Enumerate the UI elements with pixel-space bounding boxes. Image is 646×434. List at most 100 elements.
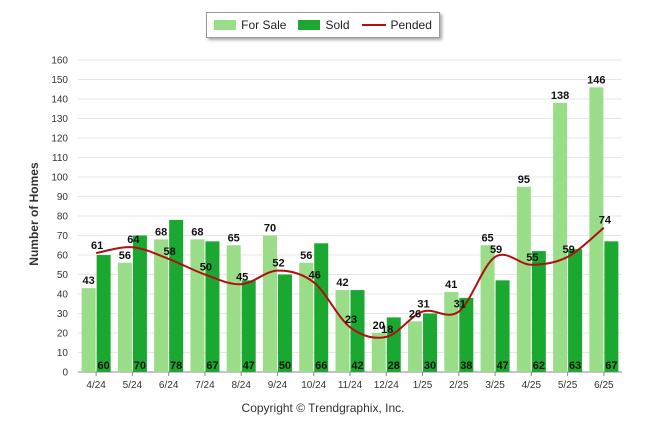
y-tick-label: 30	[57, 309, 69, 320]
data-label-sold: 60	[98, 360, 110, 372]
data-label-for-sale: 41	[445, 279, 457, 291]
data-label-sold: 70	[134, 360, 146, 372]
data-label-sold: 28	[388, 360, 400, 372]
bar-for-sale	[299, 262, 314, 372]
bar-sold	[604, 241, 619, 372]
data-label-for-sale: 43	[83, 275, 95, 287]
bar-for-sale	[190, 239, 205, 372]
bar-for-sale	[553, 102, 568, 373]
y-tick-label: 160	[51, 56, 68, 67]
data-label-sold: 62	[533, 360, 545, 372]
y-tick-label: 120	[51, 134, 68, 145]
data-label-pended: 74	[599, 215, 612, 227]
x-tick-label: 12/24	[374, 380, 399, 391]
bar-for-sale	[81, 288, 96, 372]
bar-sold	[205, 241, 220, 372]
bar-sold	[277, 274, 292, 372]
data-label-sold: 38	[460, 360, 472, 372]
bar-for-sale	[117, 262, 132, 372]
data-label-sold: 66	[315, 360, 327, 372]
bar-sold	[169, 219, 184, 372]
data-label-for-sale: 68	[155, 226, 167, 238]
data-label-for-sale: 146	[587, 74, 605, 86]
data-label-for-sale: 70	[264, 223, 276, 235]
y-tick-label: 10	[57, 348, 69, 359]
data-label-for-sale: 42	[336, 277, 348, 289]
bar-for-sale	[371, 333, 386, 372]
bar-for-sale	[226, 245, 241, 372]
x-tick-label: 10/24	[301, 380, 326, 391]
bar-for-sale	[589, 87, 604, 373]
bar-sold	[241, 280, 256, 372]
legend-label-pended: Pended	[390, 18, 432, 32]
x-tick-label: 6/24	[159, 380, 179, 391]
x-tick-label: 3/25	[485, 380, 505, 391]
data-label-for-sale: 26	[409, 308, 421, 320]
legend-item-for-sale: For Sale	[214, 18, 286, 32]
bar-sold	[495, 280, 510, 372]
data-label-sold: 47	[496, 360, 508, 372]
y-axis-title: Number of Homes	[27, 162, 41, 266]
data-label-sold: 42	[351, 360, 363, 372]
data-label-for-sale: 56	[119, 250, 131, 262]
x-tick-label: 4/25	[522, 380, 542, 391]
y-tick-label: 140	[51, 95, 68, 106]
y-tick-label: 100	[51, 173, 68, 184]
data-label-for-sale: 95	[518, 174, 530, 186]
bar-for-sale	[480, 245, 495, 372]
data-label-pended: 58	[164, 246, 176, 258]
data-label-pended: 50	[200, 262, 212, 274]
data-label-for-sale: 68	[191, 226, 203, 238]
y-tick-label: 150	[51, 75, 68, 86]
y-tick-label: 110	[52, 153, 68, 164]
data-label-pended: 45	[236, 271, 248, 283]
x-tick-label: 5/24	[123, 380, 143, 391]
bar-sold	[423, 313, 438, 372]
data-label-pended: 55	[526, 252, 538, 264]
y-tick-label: 40	[57, 290, 69, 301]
data-label-sold: 47	[243, 360, 255, 372]
data-label-sold: 67	[206, 360, 218, 372]
legend-swatch-for-sale	[214, 20, 237, 30]
bar-for-sale	[516, 186, 531, 372]
x-tick-label: 8/24	[231, 380, 251, 391]
bar-sold	[132, 235, 147, 372]
data-label-sold: 63	[569, 360, 581, 372]
bar-for-sale	[444, 292, 459, 372]
x-tick-label: 2/25	[449, 380, 469, 391]
x-tick-label: 11/24	[338, 380, 363, 391]
data-label-pended: 52	[272, 258, 284, 270]
bar-sold	[314, 243, 329, 372]
bar-sold	[96, 255, 111, 372]
data-label-for-sale: 65	[228, 232, 240, 244]
y-tick-label: 70	[57, 231, 69, 242]
bar-for-sale	[262, 235, 277, 372]
data-label-sold: 50	[279, 360, 291, 372]
y-tick-label: 130	[51, 114, 68, 125]
bar-sold	[531, 251, 546, 372]
y-tick-label: 90	[57, 192, 69, 203]
data-label-for-sale: 138	[551, 90, 569, 102]
legend-item-pended: Pended	[361, 18, 432, 32]
x-tick-label: 6/25	[594, 380, 614, 391]
data-label-pended: 31	[417, 299, 429, 311]
data-label-for-sale: 65	[481, 232, 493, 244]
legend-item-sold: Sold	[298, 18, 350, 32]
bar-for-sale	[154, 239, 169, 372]
x-tick-label: 5/25	[558, 380, 578, 391]
data-label-pended: 46	[309, 269, 321, 281]
legend-label-sold: Sold	[325, 18, 350, 32]
data-label-for-sale: 56	[300, 250, 312, 262]
x-tick-label: 1/25	[413, 380, 433, 391]
y-tick-label: 50	[57, 270, 69, 281]
x-tick-label: 9/24	[268, 380, 288, 391]
legend-swatch-sold	[298, 20, 321, 30]
legend-label-for-sale: For Sale	[241, 18, 287, 32]
legend: For Sale Sold Pended	[206, 12, 440, 38]
bar-sold	[568, 249, 583, 372]
line-pended	[95, 226, 605, 339]
legend-swatch-pended	[361, 24, 386, 26]
data-label-pended: 31	[454, 299, 466, 311]
y-tick-label: 60	[57, 251, 69, 262]
